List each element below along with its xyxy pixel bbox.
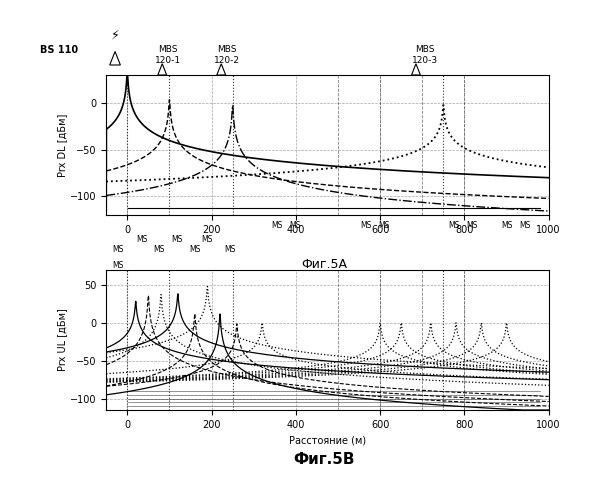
Text: MS: MS	[289, 220, 301, 230]
Text: MS: MS	[171, 236, 183, 244]
Text: MS: MS	[112, 260, 124, 270]
Text: MS: MS	[112, 246, 124, 254]
Text: Фиг.5В: Фиг.5В	[294, 452, 355, 468]
Text: MS: MS	[201, 236, 212, 244]
Text: BS 110: BS 110	[40, 45, 78, 55]
Text: MS: MS	[271, 220, 283, 230]
Text: MS: MS	[519, 220, 531, 230]
Y-axis label: Prx UL [дБм]: Prx UL [дБм]	[57, 308, 67, 372]
Text: MS: MS	[360, 220, 372, 230]
Text: MS: MS	[502, 220, 513, 230]
Text: MS: MS	[224, 246, 236, 254]
Text: MS: MS	[466, 220, 478, 230]
Text: MS: MS	[448, 220, 460, 230]
Text: MBS
120-1: MBS 120-1	[155, 46, 181, 64]
Text: MBS
120-2: MBS 120-2	[214, 46, 240, 64]
Text: ⚡: ⚡	[111, 28, 119, 42]
Text: MS: MS	[136, 236, 148, 244]
X-axis label: Расстояние (м): Расстояние (м)	[289, 436, 366, 446]
Text: MBS
120-3: MBS 120-3	[412, 46, 438, 64]
Y-axis label: Prx DL [дБм]: Prx DL [дБм]	[57, 114, 67, 176]
Text: MS: MS	[189, 246, 201, 254]
Text: Фиг.5А: Фиг.5А	[301, 258, 348, 272]
Text: MS: MS	[378, 220, 389, 230]
Text: MS: MS	[153, 246, 165, 254]
